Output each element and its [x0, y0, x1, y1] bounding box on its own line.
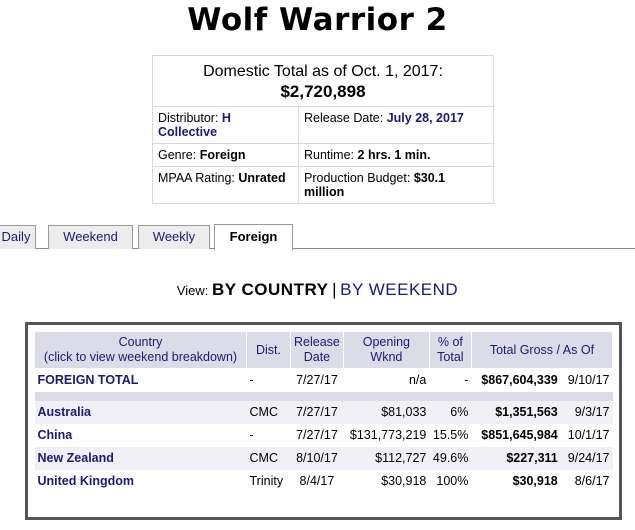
page-title: Wolf Warrior 2	[187, 2, 448, 38]
release-date-cell: Release Date: July 28, 2017	[298, 106, 494, 144]
domestic-total-label: Domestic Total as of Oct. 1, 2017:	[203, 63, 443, 80]
dist-cell: Trinity	[249, 474, 284, 488]
distributor-link[interactable]: H Collective	[158, 111, 231, 139]
table-divider	[34, 391, 613, 401]
view-selector: View: BY COUNTRY | BY WEEKEND	[0, 280, 635, 300]
view-separator: |	[332, 280, 337, 299]
mpaa-cell: MPAA Rating: Unrated	[152, 166, 299, 204]
release-date-label: Release Date:	[304, 111, 384, 125]
country-link-united-kingdom[interactable]: United Kingdom	[37, 474, 135, 488]
opening-cell: $81,033	[343, 400, 430, 424]
country-cell: United Kingdom	[35, 470, 247, 493]
mpaa-value: Unrated	[238, 171, 286, 185]
genre-label: Genre:	[158, 148, 197, 162]
release-cell: 8/10/17	[290, 446, 344, 470]
foreign-total-release: 7/27/17	[296, 373, 338, 388]
col-opening: Opening Wknd	[342, 331, 430, 369]
pct-cell: 15.5%	[432, 428, 469, 442]
foreign-gross-panel: Country (click to view weekend breakdown…	[25, 322, 622, 520]
country-link-new-zealand[interactable]: New Zealand	[37, 451, 114, 465]
view-by-country: BY COUNTRY	[211, 280, 329, 299]
foreign-total-row: FOREIGN TOTAL - 7/27/17 n/a - $867,604,3…	[35, 369, 613, 392]
table-header-row: Country (click to view weekend breakdown…	[34, 331, 614, 369]
gross-cell: $851,645,984	[481, 428, 558, 442]
col-country: Country (click to view weekend breakdown…	[34, 331, 247, 369]
distributor-cell: Distributor: H Collective	[152, 106, 299, 144]
pct-cell: 6%	[429, 400, 472, 424]
foreign-gross-table: Country (click to view weekend breakdown…	[34, 331, 614, 493]
gross-cell: $227,311	[471, 446, 561, 470]
view-by-weekend-link[interactable]: BY WEEKEND	[340, 280, 459, 299]
country-link-australia[interactable]: Australia	[37, 405, 92, 419]
asof-cell: 8/6/17	[574, 474, 610, 488]
foreign-total-asof: 9/10/17	[567, 373, 610, 388]
domestic-total-cell: Domestic Total as of Oct. 1, 2017: $2,72…	[152, 55, 494, 107]
col-asof-label: As Of	[562, 342, 595, 357]
tab-daily[interactable]: Daily	[0, 225, 36, 249]
country-cell: China	[35, 424, 247, 447]
asof-cell: 10/1/17	[567, 428, 610, 442]
col-country-hint: (click to view weekend breakdown)	[43, 350, 238, 364]
release-cell: 8/4/17	[299, 474, 335, 488]
release-cell: 7/27/17	[290, 400, 344, 424]
col-country-label: Country	[118, 335, 163, 349]
country-link-china[interactable]: China	[37, 428, 73, 442]
asof-cell: 9/24/17	[560, 446, 613, 470]
table-row: Australia CMC 7/27/17 $81,033 6% $1,351,…	[34, 400, 613, 424]
table-row: United Kingdom Trinity 8/4/17 $30,918 10…	[35, 470, 613, 493]
view-label: View:	[176, 283, 209, 298]
runtime-label: Runtime:	[304, 148, 355, 162]
country-cell: New Zealand	[34, 446, 247, 470]
foreign-total-label: FOREIGN TOTAL	[37, 373, 139, 388]
foreign-total-gross: $867,604,339	[481, 373, 558, 388]
dist-cell: -	[249, 428, 254, 442]
budget-label: Production Budget:	[304, 171, 411, 185]
release-cell: 7/27/17	[296, 428, 338, 442]
foreign-total-opening: n/a	[408, 373, 427, 388]
country-cell: Australia	[34, 400, 247, 424]
budget-value: $30.1 million	[304, 171, 446, 199]
gross-cell: $1,351,563	[471, 400, 561, 424]
table-row: China - 7/27/17 $131,773,219 15.5% $851,…	[35, 424, 613, 447]
runtime-value: 2 hrs. 1 min.	[357, 148, 431, 162]
runtime-cell: Runtime: 2 hrs. 1 min.	[298, 143, 494, 167]
genre-value: Foreign	[199, 148, 246, 162]
mpaa-label: MPAA Rating:	[158, 171, 235, 185]
distributor-label: Distributor:	[158, 111, 219, 125]
opening-cell: $112,727	[343, 446, 430, 470]
tab-bar: Daily Weekend Weekly Foreign	[0, 223, 635, 250]
budget-cell: Production Budget: $30.1 million	[298, 166, 494, 204]
opening-cell: $30,918	[381, 474, 427, 488]
movie-summary-table: Domestic Total as of Oct. 1, 2017: $2,72…	[152, 55, 494, 204]
pct-cell: 100%	[436, 474, 469, 488]
dist-cell: CMC	[246, 400, 291, 424]
opening-cell: $131,773,219	[349, 428, 427, 442]
col-release: Release Date	[290, 331, 344, 369]
dist-cell: CMC	[246, 446, 291, 470]
tab-weekly[interactable]: Weekly	[138, 225, 210, 249]
release-date-link[interactable]: July 28, 2017	[386, 111, 464, 125]
asof-cell: 9/3/17	[560, 400, 613, 424]
tab-weekend[interactable]: Weekend	[48, 225, 133, 249]
table-row: New Zealand CMC 8/10/17 $112,727 49.6% $…	[34, 446, 613, 470]
foreign-total-pct: -	[464, 373, 469, 388]
tab-foreign[interactable]: Foreign	[214, 224, 293, 250]
gross-cell: $30,918	[512, 474, 558, 488]
col-pct: % of Total	[428, 331, 472, 369]
genre-cell: Genre: Foreign	[152, 143, 299, 167]
col-gross-label: Total Gross	[489, 342, 554, 357]
col-gross-sep: /	[556, 342, 560, 357]
foreign-total-dist: -	[249, 373, 254, 388]
pct-cell: 49.6%	[429, 446, 472, 470]
col-dist: Dist.	[246, 331, 291, 369]
col-gross: Total Gross / As Of	[470, 331, 614, 369]
domestic-total-value: $2,720,898	[280, 82, 366, 101]
